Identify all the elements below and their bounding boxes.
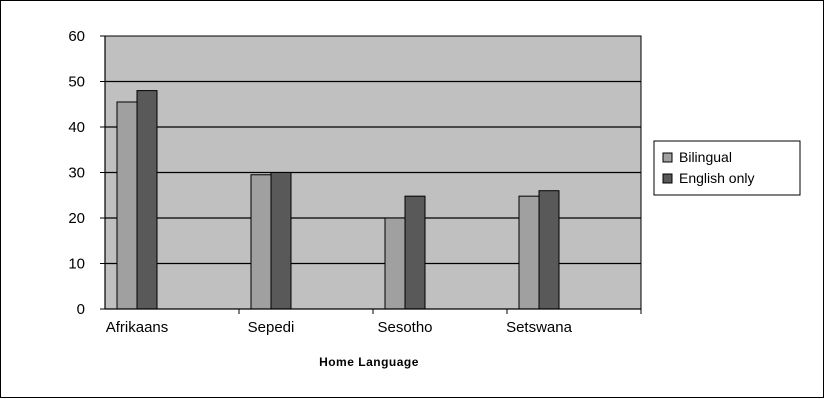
y-tick-label: 10 [68, 256, 85, 273]
bar-bilingual-setswana [518, 195, 540, 310]
x-axis-label: Home Language [319, 355, 419, 369]
x-tick-label: Sepedi [248, 319, 295, 336]
y-tick-label: 30 [68, 165, 85, 182]
y-tick-label: 40 [68, 119, 85, 136]
y-tick-label: 50 [68, 74, 85, 91]
bar-english-only-afrikaans [136, 90, 158, 310]
bar-bilingual-afrikaans [116, 101, 138, 310]
legend-swatch [662, 173, 673, 184]
x-tick-label: Setswana [506, 319, 573, 336]
bar-bilingual-sesotho [384, 217, 406, 310]
legend-swatch [662, 152, 673, 163]
legend-label: Bilingual [679, 149, 732, 165]
axes [104, 36, 642, 314]
y-tick-labels: 0 10 20 30 40 50 60 [68, 28, 85, 318]
y-tick-label: 20 [68, 210, 85, 227]
x-tick-label: Afrikaans [106, 319, 169, 336]
x-tick-label: Sesotho [377, 319, 432, 336]
bar-english-only-sepedi [270, 172, 292, 310]
legend-label: English only [679, 170, 755, 186]
bars [116, 90, 560, 310]
bar-english-only-sesotho [404, 195, 426, 310]
legend: Bilingual English only [653, 140, 801, 196]
bar-english-only-setswana [538, 190, 560, 310]
y-tick-label: 60 [68, 28, 85, 45]
x-tick-labels: Afrikaans Sepedi Sesotho Setswana [106, 319, 573, 336]
y-tick-label: 0 [77, 301, 85, 318]
legend-box [653, 140, 801, 196]
bar-bilingual-sepedi [250, 174, 272, 310]
